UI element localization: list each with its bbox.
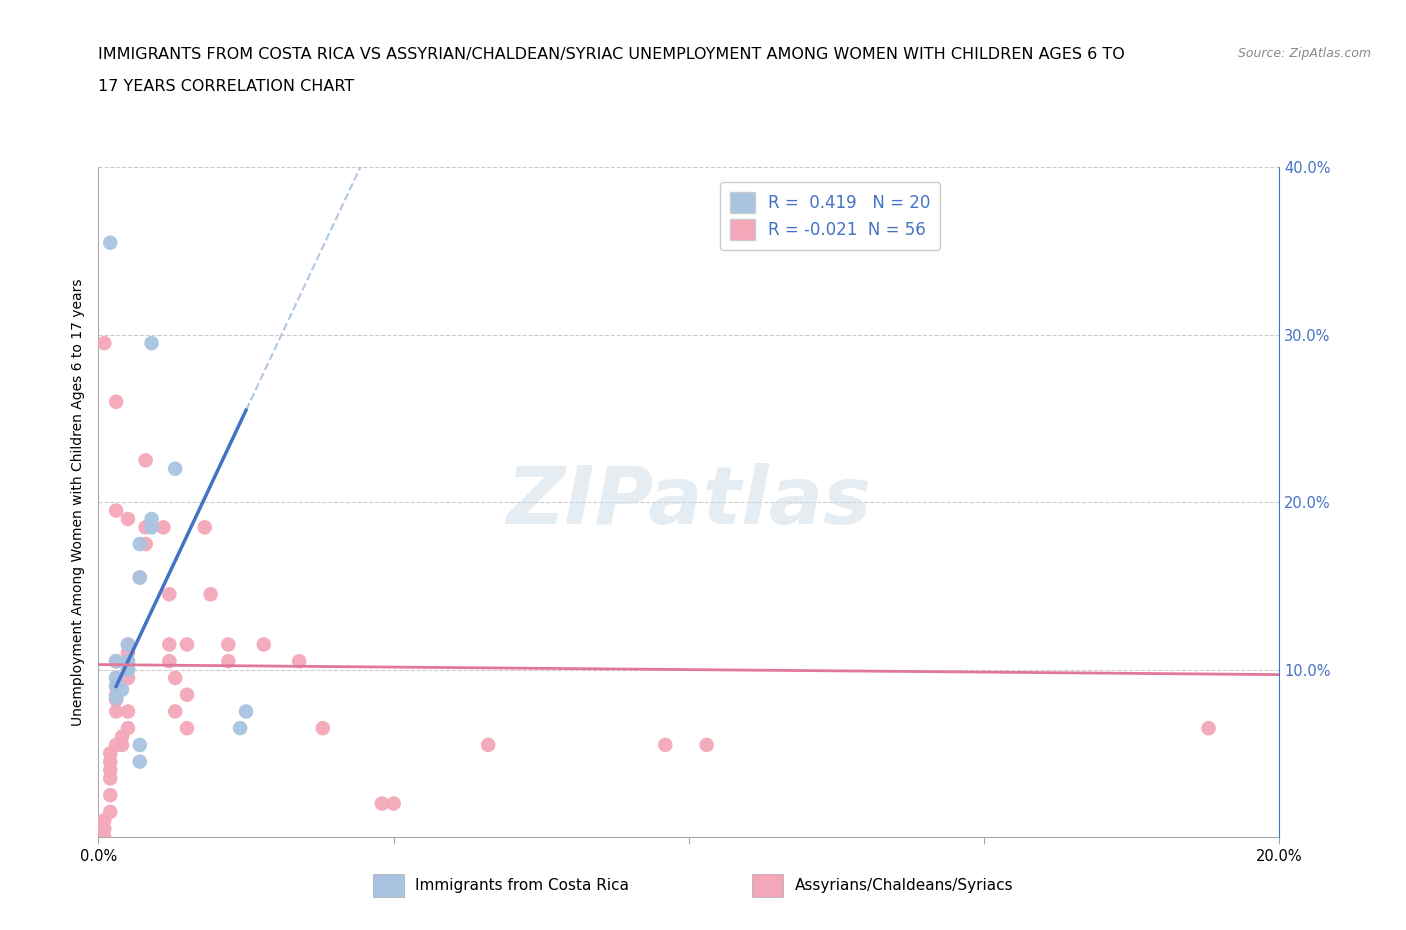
- Point: [194, 520, 217, 535]
- Point: [93, 830, 115, 844]
- Point: [105, 654, 128, 669]
- Point: [98, 754, 121, 769]
- Point: [654, 737, 676, 752]
- Point: [117, 645, 139, 660]
- Point: [98, 788, 121, 803]
- Point: [128, 537, 150, 551]
- Point: [117, 654, 139, 669]
- Point: [176, 721, 198, 736]
- Point: [117, 662, 139, 677]
- Point: [117, 637, 139, 652]
- Point: [93, 821, 115, 836]
- Point: [98, 763, 121, 777]
- Point: [105, 687, 128, 702]
- Point: [105, 737, 128, 752]
- Point: [117, 704, 139, 719]
- Point: [165, 461, 187, 476]
- Point: [157, 637, 180, 652]
- Point: [98, 804, 121, 819]
- Point: [98, 771, 121, 786]
- Point: [111, 737, 134, 752]
- Point: [200, 587, 222, 602]
- Point: [229, 721, 252, 736]
- Point: [141, 520, 163, 535]
- Point: [165, 671, 187, 685]
- Point: [135, 453, 157, 468]
- Point: [93, 336, 115, 351]
- Point: [176, 687, 198, 702]
- Text: Immigrants from Costa Rica: Immigrants from Costa Rica: [415, 878, 628, 894]
- Point: [117, 662, 139, 677]
- Point: [98, 235, 121, 250]
- Point: [217, 654, 239, 669]
- Point: [1198, 721, 1220, 736]
- Text: 17 YEARS CORRELATION CHART: 17 YEARS CORRELATION CHART: [98, 79, 354, 94]
- Point: [105, 692, 128, 707]
- Point: [157, 654, 180, 669]
- Point: [105, 654, 128, 669]
- Point: [93, 813, 115, 828]
- Point: [141, 512, 163, 526]
- Point: [98, 746, 121, 761]
- Point: [105, 654, 128, 669]
- Point: [135, 537, 157, 551]
- Point: [696, 737, 718, 752]
- Point: [105, 704, 128, 719]
- Point: [477, 737, 499, 752]
- Text: Assyrians/Chaldeans/Syriacs: Assyrians/Chaldeans/Syriacs: [794, 878, 1012, 894]
- Point: [117, 637, 139, 652]
- Point: [105, 679, 128, 694]
- Point: [117, 671, 139, 685]
- Point: [105, 671, 128, 685]
- Point: [141, 336, 163, 351]
- Point: [117, 721, 139, 736]
- Point: [152, 520, 174, 535]
- Point: [117, 654, 139, 669]
- Text: ZIPatlas: ZIPatlas: [506, 463, 872, 541]
- Point: [312, 721, 335, 736]
- Point: [253, 637, 276, 652]
- Point: [217, 637, 239, 652]
- Point: [128, 754, 150, 769]
- Point: [128, 737, 150, 752]
- Point: [111, 683, 134, 698]
- Point: [117, 662, 139, 677]
- Point: [105, 503, 128, 518]
- Point: [128, 570, 150, 585]
- Y-axis label: Unemployment Among Women with Children Ages 6 to 17 years: Unemployment Among Women with Children A…: [72, 278, 86, 726]
- Point: [105, 691, 128, 706]
- Text: Source: ZipAtlas.com: Source: ZipAtlas.com: [1237, 46, 1371, 60]
- Point: [105, 394, 128, 409]
- Point: [128, 570, 150, 585]
- Point: [371, 796, 394, 811]
- Legend: R =  0.419   N = 20, R = -0.021  N = 56: R = 0.419 N = 20, R = -0.021 N = 56: [720, 182, 941, 250]
- Point: [135, 520, 157, 535]
- Point: [382, 796, 405, 811]
- Point: [117, 512, 139, 526]
- Point: [235, 704, 257, 719]
- Point: [165, 704, 187, 719]
- Point: [105, 679, 128, 694]
- Point: [111, 729, 134, 744]
- Point: [288, 654, 311, 669]
- Text: IMMIGRANTS FROM COSTA RICA VS ASSYRIAN/CHALDEAN/SYRIAC UNEMPLOYMENT AMONG WOMEN : IMMIGRANTS FROM COSTA RICA VS ASSYRIAN/C…: [98, 46, 1125, 61]
- Point: [157, 587, 180, 602]
- Point: [176, 637, 198, 652]
- Point: [105, 671, 128, 685]
